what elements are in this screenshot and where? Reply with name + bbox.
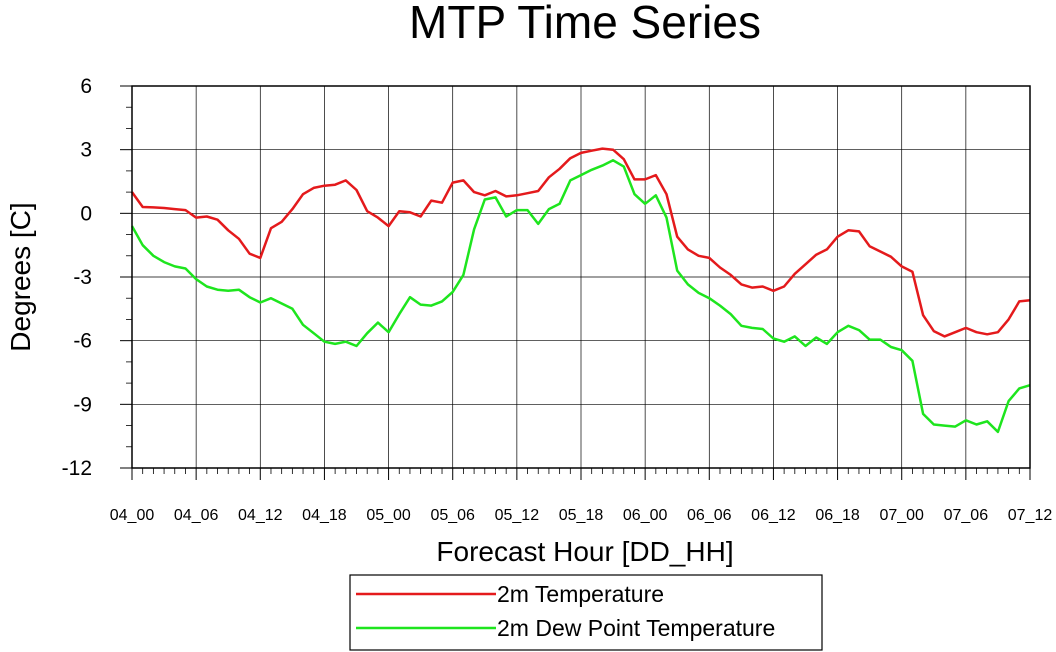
x-tick-label: 06_12 bbox=[751, 507, 796, 524]
major-ticks bbox=[120, 85, 1031, 480]
chart-title: MTP Time Series bbox=[409, 0, 761, 48]
x-tick-label: 07_06 bbox=[944, 507, 989, 524]
x-tick-label: 05_06 bbox=[430, 507, 475, 524]
plot-frame bbox=[131, 85, 1031, 469]
x-tick-label: 04_06 bbox=[174, 507, 219, 524]
y-tick-label: 3 bbox=[80, 139, 92, 162]
x-tick-label: 04_00 bbox=[110, 507, 155, 524]
y-tick-label: -12 bbox=[62, 457, 92, 480]
y-axis-label: Degrees [C] bbox=[5, 202, 36, 351]
series-lines bbox=[130, 147, 1031, 434]
legend-label-temperature: 2m Temperature bbox=[497, 581, 664, 607]
y-tick-label: -9 bbox=[73, 393, 92, 416]
x-tick-label: 07_00 bbox=[879, 507, 924, 524]
y-tick-labels: 6 3 0 -3 -6 -9 -12 bbox=[62, 75, 92, 480]
x-tick-label: 05_00 bbox=[366, 507, 411, 524]
grid-lines bbox=[131, 85, 1031, 469]
x-tick-label: 05_18 bbox=[559, 507, 604, 524]
x-axis-label: Forecast Hour [DD_HH] bbox=[436, 536, 733, 567]
x-tick-label: 04_12 bbox=[238, 507, 283, 524]
x-tick-label: 06_00 bbox=[623, 507, 668, 524]
y-tick-label: -3 bbox=[73, 266, 92, 289]
legend: 2m Temperature 2m Dew Point Temperature bbox=[349, 574, 823, 651]
y-tick-label: 0 bbox=[80, 202, 92, 225]
series-line-temperature bbox=[130, 147, 1031, 338]
x-tick-label: 06_06 bbox=[687, 507, 732, 524]
x-tick-labels: 04_00 04_06 04_12 04_18 05_00 05_06 05_12 05_18… bbox=[110, 507, 1053, 524]
x-tick-label: 04_18 bbox=[302, 507, 347, 524]
y-tick-label: 6 bbox=[80, 75, 92, 98]
x-tick-label: 06_18 bbox=[815, 507, 860, 524]
y-tick-label: -6 bbox=[73, 330, 92, 353]
series-line-dew-point bbox=[130, 159, 1031, 434]
x-tick-label: 07_12 bbox=[1008, 507, 1053, 524]
legend-box bbox=[349, 574, 823, 651]
legend-label-dew-point: 2m Dew Point Temperature bbox=[497, 615, 775, 641]
minor-ticks bbox=[126, 106, 1020, 474]
x-tick-label: 05_12 bbox=[495, 507, 540, 524]
